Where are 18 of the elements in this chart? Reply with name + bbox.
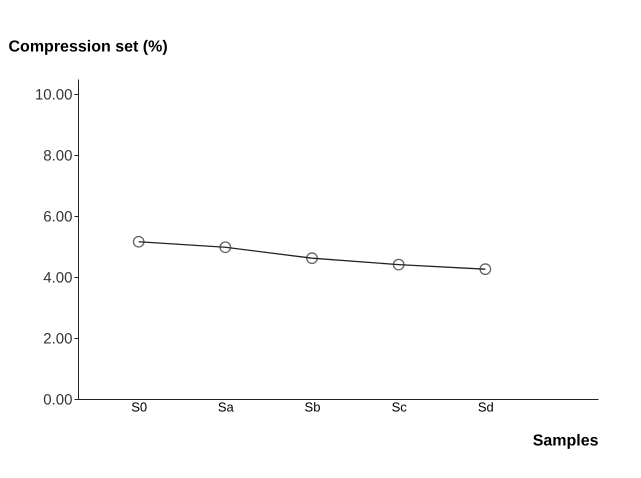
point [306,252,318,264]
y-tick-label: 0.00 [43,392,72,408]
x-tick-label: S0 [131,400,148,414]
x-axis-title: Samples [532,432,599,450]
x-tick-label: Sb [304,400,320,414]
y-tick-label: 2.00 [43,330,72,348]
y-tick-label: 6.00 [43,208,72,226]
x-tick-label: Sa [218,400,235,414]
y-tick-label: 8.00 [43,148,72,165]
x-tick-label: Sc [392,400,408,414]
point [132,236,145,248]
point [219,241,232,254]
y-axis-title: Compression set (%) [8,38,168,56]
y-tick-label: 10.00 [34,86,72,104]
x-tick-label: Sd [478,400,494,414]
y-tick-label: 4.00 [43,270,72,287]
point [392,258,405,270]
point [479,263,492,276]
